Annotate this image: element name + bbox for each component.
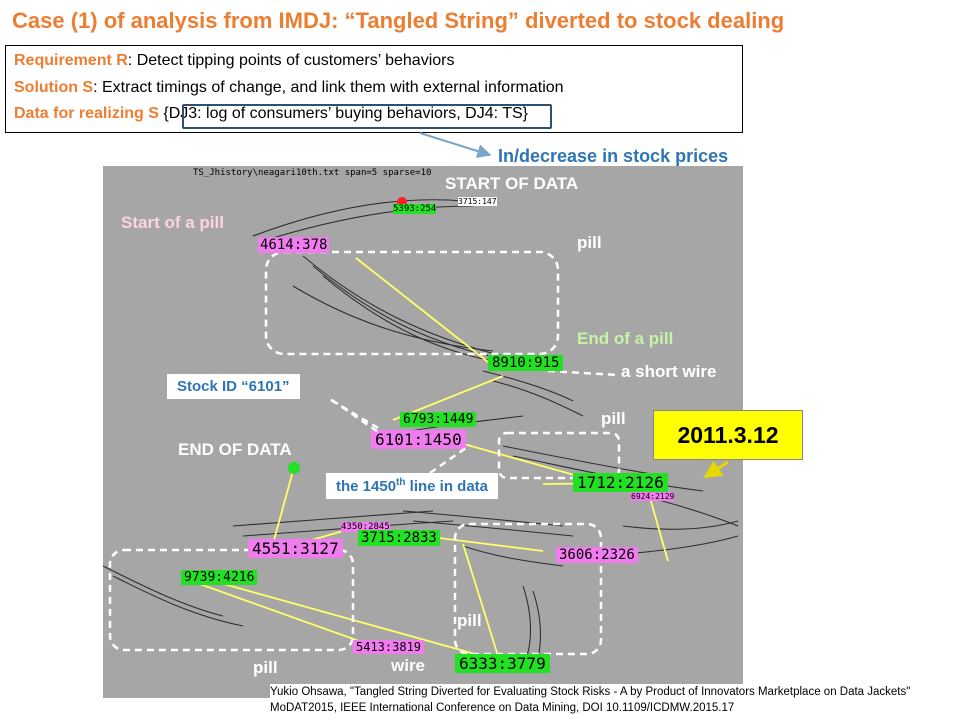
slide-title: Case (1) of analysis from IMDJ: “Tangled… (12, 8, 785, 33)
node-6924: 6924:2129 (631, 492, 675, 501)
solution-text: : Extract timings of change, and link th… (93, 79, 564, 96)
requirement-text: : Detect tipping points of customers’ be… (127, 52, 455, 69)
start-of-data-label: START OF DATA (445, 174, 579, 193)
pill-label-3: pill (457, 611, 482, 630)
pill-label-2: pill (601, 409, 626, 428)
end-of-pill-label: End of a pill (577, 329, 674, 348)
end-of-data-label: END OF DATA (178, 440, 292, 459)
date-callout: 2011.3.12 (653, 410, 803, 460)
dj3-highlight-box (182, 104, 552, 129)
pill-label-4: pill (253, 658, 278, 677)
solution-label: Solution S (14, 79, 94, 96)
tangled-string-figure: TS_Jhistory\neagari10th.txt span=5 spars… (103, 166, 743, 698)
node-9739: 9739:4216 (181, 570, 258, 585)
node-8910: 8910:915 (488, 355, 564, 371)
data-label: Data for realizing S (14, 105, 159, 122)
node-5393: 5393:254 (393, 204, 437, 214)
requirement-label: Requirement R (14, 52, 128, 69)
solution-line: Solution S: Extract timings of change, a… (14, 79, 564, 97)
figure-header: TS_Jhistory\neagari10th.txt span=5 spars… (193, 168, 432, 178)
stock-id-callout: Stock ID “6101” (167, 374, 300, 399)
node-6793: 6793:1449 (400, 412, 477, 427)
node-4614: 4614:378 (258, 237, 330, 253)
node-4551: 4551:3127 (248, 539, 343, 558)
start-of-pill-label: Start of a pill (121, 213, 224, 232)
node-3606: 3606:2326 (556, 547, 638, 563)
line-1450-callout: the 1450th line in data (326, 473, 499, 499)
node-3715-top: 3715:147 (458, 197, 497, 206)
data-text: {DJ3: log of consumers’ buying behaviors… (158, 105, 528, 122)
citation: Yukio Ohsawa, "Tangled String Diverted f… (270, 684, 950, 716)
short-wire-label: a short wire (621, 362, 717, 381)
node-5413: 5413:3819 (353, 640, 425, 654)
wire-label: wire (391, 656, 426, 675)
stock-price-note: In/decrease in stock prices (498, 146, 729, 166)
data-line: Data for realizing S {DJ3: log of consum… (14, 105, 528, 123)
node-1712: 1712:2126 (573, 473, 668, 492)
node-6333: 6333:3779 (455, 654, 550, 673)
node-4350: 4350:2845 (341, 522, 390, 532)
node-3715: 3715:2833 (358, 530, 440, 546)
pill-label-1: pill (577, 233, 602, 252)
string-trace (103, 197, 739, 672)
requirement-box: Requirement R: Detect tipping points of … (5, 45, 743, 133)
requirement-line: Requirement R: Detect tipping points of … (14, 52, 454, 70)
node-6101: 6101:1450 (371, 430, 466, 449)
